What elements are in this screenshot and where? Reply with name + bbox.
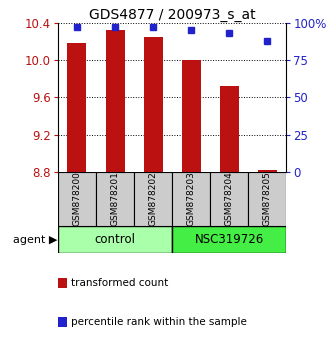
Bar (172, 226, 286, 253)
Text: GSM878202: GSM878202 (149, 172, 158, 226)
Bar (248, 172, 286, 226)
Text: GSM878203: GSM878203 (187, 172, 196, 227)
Bar (182, 60, 201, 172)
Text: GSM878204: GSM878204 (225, 172, 234, 226)
Bar (58, 226, 172, 253)
Text: percentile rank within the sample: percentile rank within the sample (71, 317, 246, 327)
Bar (134, 172, 172, 226)
Bar (68, 44, 86, 172)
Bar (106, 29, 124, 172)
Bar (172, 172, 210, 226)
Title: GDS4877 / 200973_s_at: GDS4877 / 200973_s_at (89, 8, 256, 22)
Bar (96, 172, 134, 226)
Text: GSM878205: GSM878205 (263, 172, 272, 227)
Text: transformed count: transformed count (71, 278, 168, 288)
Bar (258, 170, 277, 172)
Bar (210, 172, 248, 226)
Text: NSC319726: NSC319726 (195, 233, 264, 246)
Bar (220, 86, 239, 172)
Text: control: control (95, 233, 135, 246)
Text: agent ▶: agent ▶ (13, 235, 57, 245)
Text: GSM878201: GSM878201 (111, 172, 119, 227)
Bar (58, 172, 96, 226)
Text: GSM878200: GSM878200 (72, 172, 81, 227)
Bar (144, 37, 163, 172)
